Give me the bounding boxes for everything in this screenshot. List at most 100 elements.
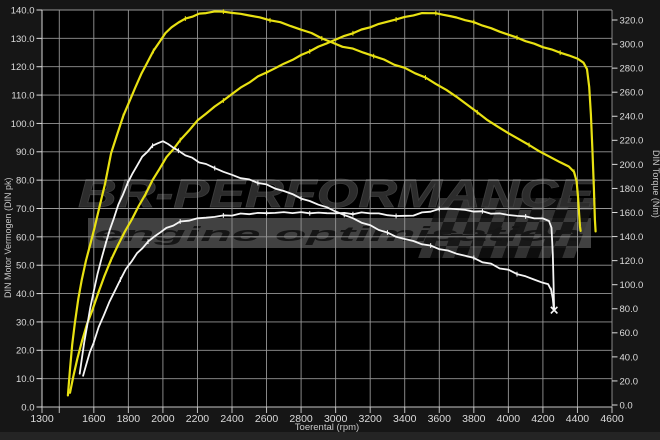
y-left-tick-label: 140.0 (11, 5, 35, 16)
checker-square (510, 222, 528, 234)
y-left-tick-label: 110.0 (11, 90, 34, 101)
checker-square (567, 198, 584, 210)
y-left-tick-label: 60.0 (16, 232, 35, 243)
x-tick-label: 2400 (220, 413, 244, 425)
y-left-tick-label: 0.0 (21, 402, 34, 413)
gridlines (41, 9, 613, 408)
x-tick-label: 3400 (393, 413, 417, 425)
y-left-tick-label: 50.0 (16, 261, 35, 272)
tuned-torque-curve (66, 10, 582, 397)
y-right-tick-label: 300.0 (620, 39, 644, 50)
y-right-tick-label: 160.0 (620, 208, 644, 219)
y-left-tick-label: 90.0 (16, 147, 35, 158)
checker-square (579, 198, 596, 210)
checker-square (443, 210, 460, 222)
checker-square (514, 246, 531, 258)
stock-power-curve (82, 207, 555, 377)
y-right-tick-label: 260.0 (620, 88, 644, 99)
axis-ticks (36, 9, 618, 413)
checker-square (570, 222, 588, 234)
x-tick-label: 3800 (462, 413, 486, 425)
y-right-tick-label: 180.0 (620, 184, 644, 195)
y-right-tick-label: 40.0 (620, 352, 639, 363)
left-axis-title: DIN Motor Vermogen (DIN pk) (3, 177, 13, 298)
checker-square (447, 198, 464, 210)
y-left-tick-label: 120.0 (11, 62, 35, 73)
y-left-tick-label: 100.0 (11, 119, 35, 130)
y-right-tick-label: 280.0 (620, 64, 644, 75)
checker-square (558, 222, 576, 234)
y-right-tick-label: 200.0 (620, 160, 644, 171)
stock-power-end-x-marker (550, 306, 558, 315)
checker-square (467, 210, 484, 222)
checker-square (498, 222, 516, 234)
checker-square (418, 246, 435, 258)
x-tick-label: 4600 (600, 413, 624, 425)
x-axis-title: Toerental (rpm) (295, 422, 359, 433)
checker-square (459, 198, 476, 210)
x-tick-label: 3600 (428, 413, 452, 425)
checker-square (531, 198, 548, 210)
checker-square (450, 222, 468, 234)
y-left-tick-label: 70.0 (16, 204, 35, 215)
x-tick-label: 2800 (289, 413, 313, 425)
checker-square (455, 210, 472, 222)
checker-square (490, 246, 507, 258)
x-tick-label: 4000 (497, 413, 521, 425)
x-tick-label: 2600 (255, 413, 279, 425)
y-right-tick-label: 320.0 (620, 15, 644, 26)
watermark: BR-PERFORMANCE engine optimisation (78, 172, 596, 258)
y-right-tick-label: 60.0 (620, 328, 639, 339)
y-right-tick-label: 20.0 (620, 376, 639, 387)
y-right-tick-label: 80.0 (620, 304, 639, 315)
x-tick-label: 1600 (82, 413, 106, 425)
checker-square (507, 198, 524, 210)
x-tick-label: 4400 (566, 413, 590, 425)
y-right-tick-label: 0.0 (620, 400, 633, 411)
checker-square (543, 198, 560, 210)
x-tick-label: 3200 (359, 413, 383, 425)
watermark-title: BR-PERFORMANCE (78, 172, 596, 216)
checker-square (495, 198, 512, 210)
checker-square (486, 222, 504, 234)
x-tick-label: 2000 (151, 413, 175, 425)
checker-square (466, 246, 483, 258)
checker-square (538, 246, 555, 258)
checker-square (474, 222, 492, 234)
checker-square (462, 222, 480, 234)
checker-square (526, 246, 543, 258)
checker-square (550, 246, 567, 258)
checker-square (519, 198, 536, 210)
watermark-subtitle: engine optimisation (94, 224, 582, 246)
tuned-power-curve (68, 12, 597, 394)
checker-square (502, 246, 519, 258)
right-axis-title: DIN Torque (Nm) (651, 150, 660, 218)
axis-tick-labels: 1300 1600 1800 2000 2200 2400 2600 2800 3000 3200… (11, 5, 644, 425)
y-left-tick-label: 130.0 (11, 34, 35, 45)
x-tick-label: 3000 (324, 413, 348, 425)
x-tick-label: 1300 (30, 413, 54, 425)
x-tick-label: 1800 (117, 413, 141, 425)
checker-square (562, 246, 579, 258)
y-right-tick-label: 100.0 (620, 280, 644, 291)
window-bottom-strip (0, 432, 660, 440)
y-right-tick-label: 140.0 (620, 232, 644, 243)
checker-square (471, 198, 488, 210)
checker-square (551, 210, 568, 222)
checker-square (555, 198, 572, 210)
checker-square (438, 222, 456, 234)
checker-square (483, 198, 500, 210)
stock-torque-curve (78, 140, 555, 375)
y-left-tick-label: 30.0 (16, 317, 35, 328)
y-left-tick-label: 40.0 (16, 289, 35, 300)
y-right-tick-label: 120.0 (620, 256, 644, 267)
checker-square (563, 210, 580, 222)
y-left-tick-label: 80.0 (16, 176, 35, 187)
y-right-tick-label: 240.0 (620, 112, 644, 123)
dyno-curves (66, 9, 597, 397)
y-left-tick-label: 20.0 (16, 346, 35, 357)
y-right-tick-label: 220.0 (620, 136, 644, 147)
x-tick-label: 2200 (186, 413, 210, 425)
